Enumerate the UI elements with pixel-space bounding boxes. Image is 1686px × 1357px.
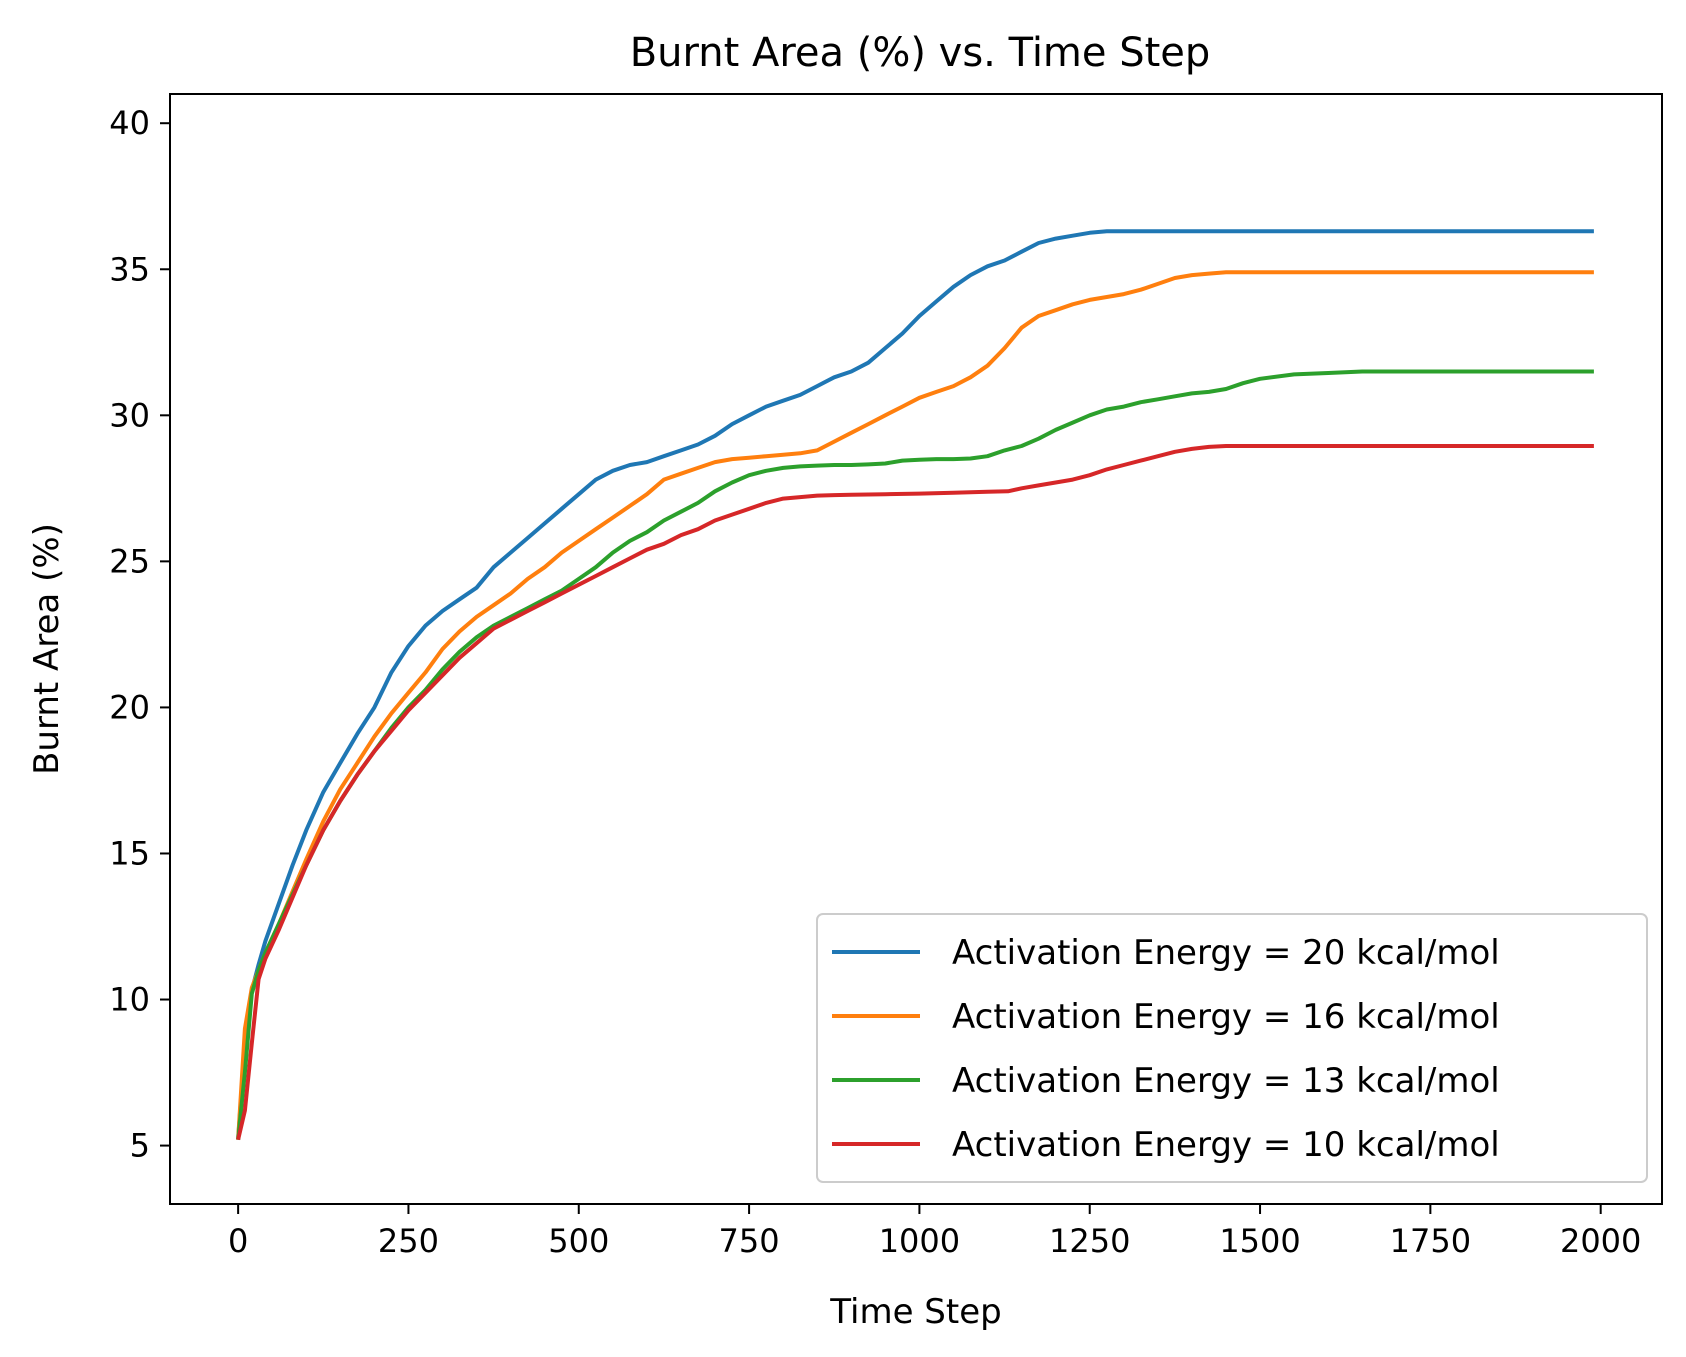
y-tick-label: 25: [109, 542, 150, 580]
x-tick-label: 500: [548, 1222, 609, 1260]
y-tick-label: 10: [109, 981, 150, 1019]
chart-title: Burnt Area (%) vs. Time Step: [630, 30, 1211, 76]
axis-ticks: 0 250 500 750 1000 1250 1500 1750 2000 5 10 15 20 25 3…: [109, 104, 1641, 1260]
x-tick-label: 1000: [879, 1222, 960, 1260]
x-tick-label: 750: [719, 1222, 780, 1260]
legend-label-2: Activation Energy = 16 kcal/mol: [952, 997, 1500, 1037]
legend-label-1: Activation Energy = 20 kcal/mol: [952, 933, 1500, 973]
axes-frame: [169, 93, 1663, 1205]
y-tick-label: 5: [130, 1127, 150, 1165]
x-tick-label: 2000: [1560, 1222, 1641, 1260]
y-tick-label: 35: [109, 250, 150, 288]
y-tick-label: 40: [109, 104, 150, 142]
series-line-4: [236, 444, 1594, 1141]
x-tick-label: 1500: [1219, 1222, 1300, 1260]
legend-label-4: Activation Energy = 10 kcal/mol: [952, 1125, 1500, 1165]
y-tick-label: 30: [109, 396, 150, 434]
x-tick-label: 1750: [1390, 1222, 1471, 1260]
y-axis-label: Burnt Area (%): [27, 523, 67, 775]
x-tick-label: 0: [228, 1222, 248, 1260]
x-tick-label: 1250: [1049, 1222, 1130, 1260]
series-line-2: [236, 270, 1594, 1140]
legend: Activation Energy = 20 kcal/mol Activatio…: [816, 913, 1648, 1183]
legend-label-3: Activation Energy = 13 kcal/mol: [952, 1061, 1500, 1101]
x-axis-label: Time Step: [829, 1292, 1001, 1332]
y-tick-label: 20: [109, 688, 150, 726]
plot-area: [236, 229, 1594, 1141]
y-tick-label: 15: [109, 834, 150, 872]
legend-box: [816, 913, 1648, 1183]
x-tick-label: 250: [378, 1222, 439, 1260]
series-line-1: [236, 229, 1594, 1140]
